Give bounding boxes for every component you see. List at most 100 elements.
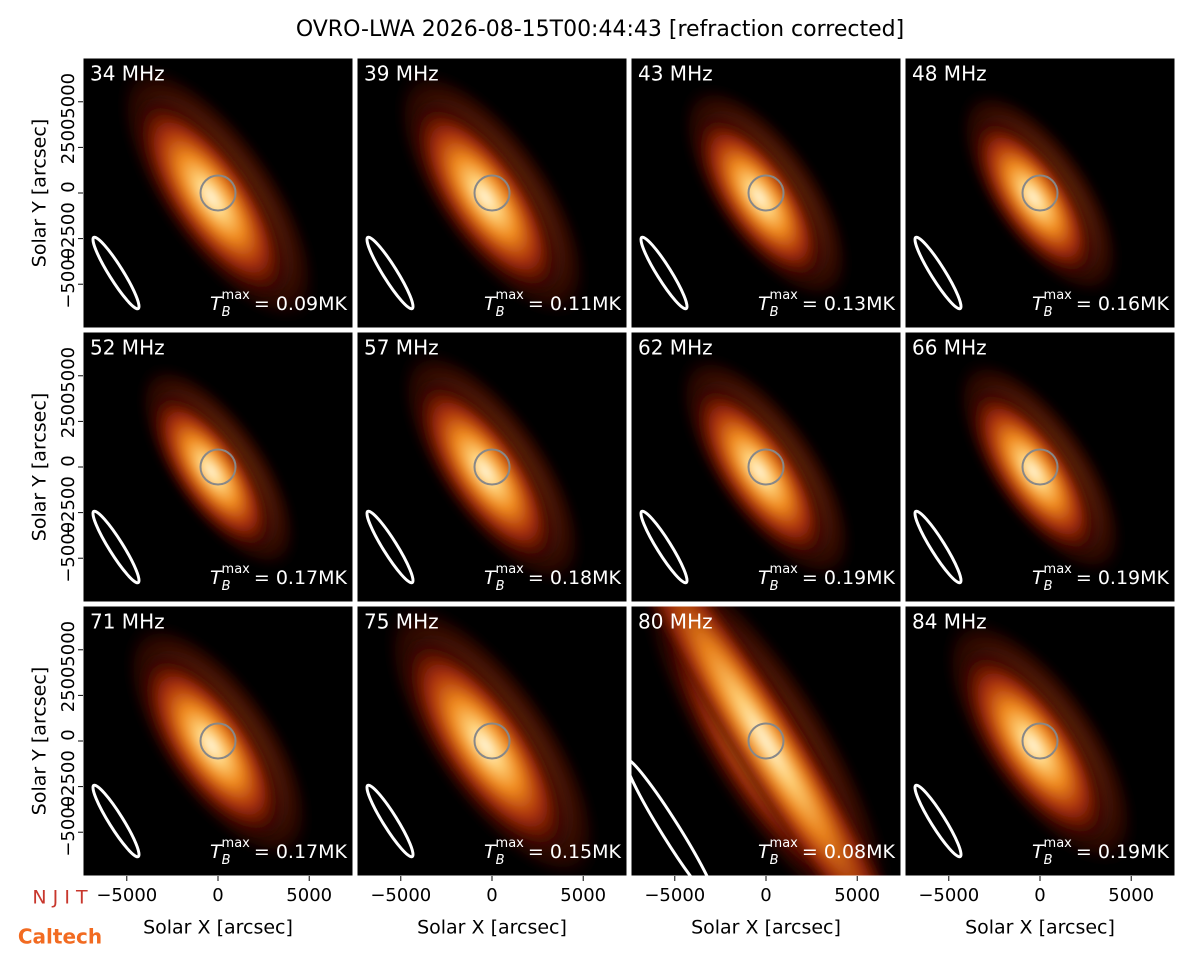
frequency-label: 75 MHz [364, 610, 439, 634]
solar-disk [199, 722, 237, 760]
emission-core [968, 386, 1099, 557]
tb-sup: max [496, 288, 525, 303]
tb-value: = 0.09MK [254, 293, 348, 315]
beam [365, 235, 415, 311]
solar-disk [199, 448, 237, 486]
tb-max-label: TBmax = 0.18MK [484, 562, 622, 594]
panel-frame [904, 331, 1176, 603]
x-tick-label: 0 [760, 885, 771, 906]
y-tick-label: 2500 [58, 666, 79, 712]
y-axis-label: Solar Y [arcsec] [29, 667, 51, 815]
frequency-label: 71 MHz [90, 610, 165, 634]
x-axis-label: Solar X [arcsec] [965, 917, 1115, 939]
beam [639, 235, 689, 311]
tb-symbol: T [758, 567, 771, 589]
beam [365, 509, 415, 585]
x-axis-label: Solar X [arcsec] [143, 917, 293, 939]
logo-caltech: Caltech [18, 925, 102, 949]
emission-core [133, 96, 290, 300]
tb-value: = 0.15MK [528, 841, 622, 863]
tb-symbol: T [210, 567, 223, 589]
tb-sub: B [496, 853, 505, 868]
panel: 84 MHz TBmax = 0.19MK −5000 0 5000 Solar X [ar… [904, 605, 1176, 939]
radio-image [365, 345, 587, 589]
x-tick-label: −5000 [370, 885, 431, 906]
tb-sup: max [222, 288, 251, 303]
frequency-label: 57 MHz [364, 336, 439, 360]
tb-max-label: TBmax = 0.13MK [758, 288, 896, 320]
tb-sub: B [496, 579, 505, 594]
panel-frame [904, 57, 1176, 329]
beam [913, 509, 963, 585]
x-axis-label: Solar X [arcsec] [691, 917, 841, 939]
x-axis-label: Solar X [arcsec] [417, 917, 567, 939]
beam [639, 509, 689, 585]
tb-symbol: T [1032, 841, 1045, 863]
emission-core [693, 112, 826, 283]
tb-value: = 0.17MK [254, 567, 348, 589]
tb-value: = 0.19MK [1076, 567, 1170, 589]
panel: 71 MHz TBmax = 0.17MK −5000 0 5000 Solar X [ar… [29, 605, 354, 939]
radio-image [913, 356, 1127, 585]
beam [913, 235, 963, 311]
y-tick-label: −2500 [58, 476, 79, 537]
frequency-label: 34 MHz [90, 62, 165, 86]
tb-sub: B [222, 305, 231, 320]
tb-symbol: T [210, 293, 223, 315]
panel: 80 MHz TBmax = 0.08MK −5000 0 5000 Solar X [ar… [630, 605, 902, 939]
x-tick-label: 5000 [834, 885, 880, 906]
radio-image [631, 606, 901, 876]
frequency-label: 66 MHz [912, 336, 987, 360]
tb-symbol: T [1032, 567, 1045, 589]
beam [91, 235, 141, 311]
emission-streak [631, 606, 901, 876]
tb-max-label: TBmax = 0.19MK [758, 562, 896, 594]
tb-sub: B [1044, 853, 1053, 868]
beam [913, 783, 963, 859]
beam [91, 509, 141, 585]
panel-frame [630, 57, 902, 329]
tb-max-label: TBmax = 0.19MK [1032, 836, 1170, 868]
solar-disk [199, 174, 237, 212]
tb-sub: B [1044, 305, 1053, 320]
y-tick-label: −2500 [58, 750, 79, 811]
tb-sub: B [770, 305, 779, 320]
y-tick-label: 0 [58, 181, 79, 192]
tb-max-label: TBmax = 0.17MK [210, 562, 348, 594]
y-tick-label: 2500 [58, 392, 79, 438]
emission-core [401, 635, 570, 856]
tb-max-label: TBmax = 0.08MK [758, 836, 896, 868]
tb-sup: max [770, 288, 799, 303]
emission-core [958, 648, 1109, 844]
solar-disk [1021, 722, 1059, 760]
solar-disk [1021, 174, 1059, 212]
y-axis-label: Solar Y [arcsec] [29, 119, 51, 267]
beam [365, 783, 415, 859]
radio-image [913, 87, 1123, 311]
tb-sub: B [770, 579, 779, 594]
tb-value: = 0.11MK [528, 293, 622, 315]
tb-symbol: T [484, 567, 497, 589]
frequency-label: 52 MHz [90, 336, 165, 360]
frequency-label: 48 MHz [912, 62, 987, 86]
x-tick-label: 0 [1034, 885, 1045, 906]
y-tick-label: 5000 [58, 621, 79, 667]
emission-core [970, 116, 1097, 279]
tb-max-label: TBmax = 0.09MK [210, 288, 348, 320]
x-tick-label: −5000 [644, 885, 705, 906]
tb-sub: B [496, 305, 505, 320]
beam [631, 757, 719, 876]
y-tick-label: −5000 [58, 796, 79, 857]
frequency-label: 62 MHz [638, 336, 713, 360]
tb-symbol: T [1032, 293, 1045, 315]
tb-symbol: T [210, 841, 223, 863]
solar-disk [747, 174, 785, 212]
figure-title: OVRO-LWA 2026-08-15T00:44:43 [refraction… [296, 17, 904, 42]
logo-njit: N J I T [32, 887, 88, 909]
x-tick-label: −5000 [96, 885, 157, 906]
frequency-label: 80 MHz [638, 610, 713, 634]
radio-image [913, 613, 1140, 869]
solar-disk [473, 174, 511, 212]
